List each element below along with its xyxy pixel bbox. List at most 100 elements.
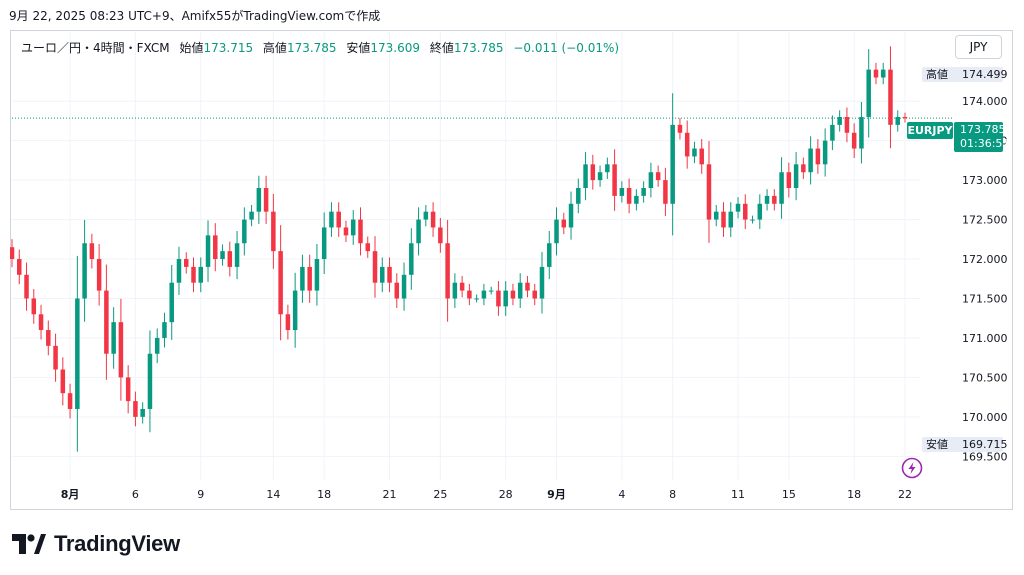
x-tick-label: 21 <box>383 488 397 501</box>
y-tick-label: 172.000 <box>962 253 1008 266</box>
candle-body <box>423 211 429 220</box>
candle-body <box>96 259 102 291</box>
candle-body <box>750 219 755 221</box>
candle-body <box>198 266 204 283</box>
candle-body <box>677 124 683 133</box>
candle-body <box>459 282 465 291</box>
candle-body <box>75 298 80 409</box>
candle-body <box>372 251 378 283</box>
candle-body <box>793 164 799 188</box>
candle-body <box>234 243 240 267</box>
candle-body <box>888 69 893 125</box>
candle-body <box>634 195 639 204</box>
candle-body <box>837 116 842 125</box>
candle-body <box>125 377 131 402</box>
candle-body <box>561 219 567 228</box>
candle-body <box>271 211 276 252</box>
current-price-tag: 173.785 01:36:51 <box>954 122 1009 152</box>
candle-body <box>53 345 58 370</box>
candle-body <box>380 266 385 283</box>
candle-body <box>474 298 479 300</box>
candle-body <box>220 251 225 260</box>
tradingview-logo[interactable]: TradingView <box>12 530 180 558</box>
candle-body <box>343 227 349 236</box>
legend-low-label: 安値 <box>346 41 371 55</box>
candle-body <box>118 322 124 378</box>
y-tick-label: 171.500 <box>962 292 1008 305</box>
candle-body <box>300 266 305 291</box>
candle-body <box>554 219 559 244</box>
legend-close-label: 終値 <box>429 41 454 55</box>
candle-body <box>213 235 218 260</box>
candle-body <box>227 251 233 267</box>
tradingview-wordmark: TradingView <box>54 531 180 556</box>
alert-lightning-icon[interactable] <box>901 457 923 479</box>
chart-legend: ユーロ／円・4時間・FXCM 始値173.715 高値173.785 安値173… <box>21 39 619 56</box>
x-tick-label: 18 <box>847 488 861 501</box>
legend-high-value: 173.785 <box>286 41 337 55</box>
candle-body <box>743 203 748 220</box>
symbol-price-label: EURJPY <box>907 122 953 139</box>
candle-body <box>140 408 145 417</box>
candle-body <box>321 227 327 260</box>
candle-body <box>626 188 632 204</box>
candle-body <box>663 180 668 204</box>
candle-body <box>394 282 400 299</box>
candle-body <box>256 188 262 212</box>
candle-body <box>278 251 283 315</box>
candle-body <box>60 369 66 394</box>
x-tick-label: 4 <box>618 488 625 501</box>
candle-body <box>713 211 719 220</box>
candle-body <box>503 290 508 307</box>
candle-body <box>895 116 900 125</box>
candle-body <box>539 266 545 299</box>
candle-body <box>46 330 51 346</box>
candle-body <box>590 164 596 181</box>
low-tag-value: 169.715 <box>962 438 1008 451</box>
legend-open-value: 173.715 <box>203 41 254 55</box>
candle-body <box>242 219 247 244</box>
candle-body <box>104 290 109 354</box>
candle-body <box>684 132 690 157</box>
candle-body <box>365 243 370 252</box>
x-tick-label: 11 <box>731 488 745 501</box>
candle-body <box>176 259 182 283</box>
candle-body <box>38 314 44 331</box>
high-tag-label: 高値 <box>926 68 948 81</box>
candle-body <box>191 266 196 283</box>
candle-body <box>147 353 153 409</box>
candle-body <box>350 219 356 236</box>
currency-button[interactable]: JPY <box>955 35 1002 59</box>
x-tick-label: 6 <box>132 488 139 501</box>
candle-body <box>205 235 211 267</box>
candle-body <box>24 274 29 299</box>
tradingview-logo-icon <box>12 534 46 554</box>
candle-body <box>779 172 784 204</box>
candle-body <box>445 243 450 299</box>
candle-body <box>292 290 298 331</box>
candle-body <box>706 164 712 220</box>
legend-close-value: 173.785 <box>453 41 504 55</box>
candle-body <box>17 259 22 275</box>
legend-symbol[interactable]: ユーロ／円・4時間・FXCM <box>21 41 170 55</box>
chart-canvas[interactable]: 169.500 170.000 170.500 171.000 171.500 172.0… <box>10 30 1013 510</box>
candle-body <box>496 290 501 307</box>
candle-body <box>801 164 806 173</box>
candle-body <box>525 282 530 291</box>
candle-body <box>10 247 15 260</box>
candle-body <box>605 164 610 173</box>
candle-body <box>728 211 734 228</box>
x-tick-label: 25 <box>433 488 447 501</box>
candle-body <box>488 290 494 292</box>
candle-body <box>547 243 552 267</box>
candle-body <box>880 69 886 78</box>
candle-body <box>438 227 443 244</box>
candle-body <box>583 164 588 188</box>
y-tick-label: 173.000 <box>962 174 1008 187</box>
candle-body <box>721 211 726 228</box>
candle-body <box>597 172 603 181</box>
candle-body <box>401 274 407 299</box>
candle-body <box>89 243 95 260</box>
candle-body <box>757 203 763 220</box>
candle-body <box>873 69 879 78</box>
